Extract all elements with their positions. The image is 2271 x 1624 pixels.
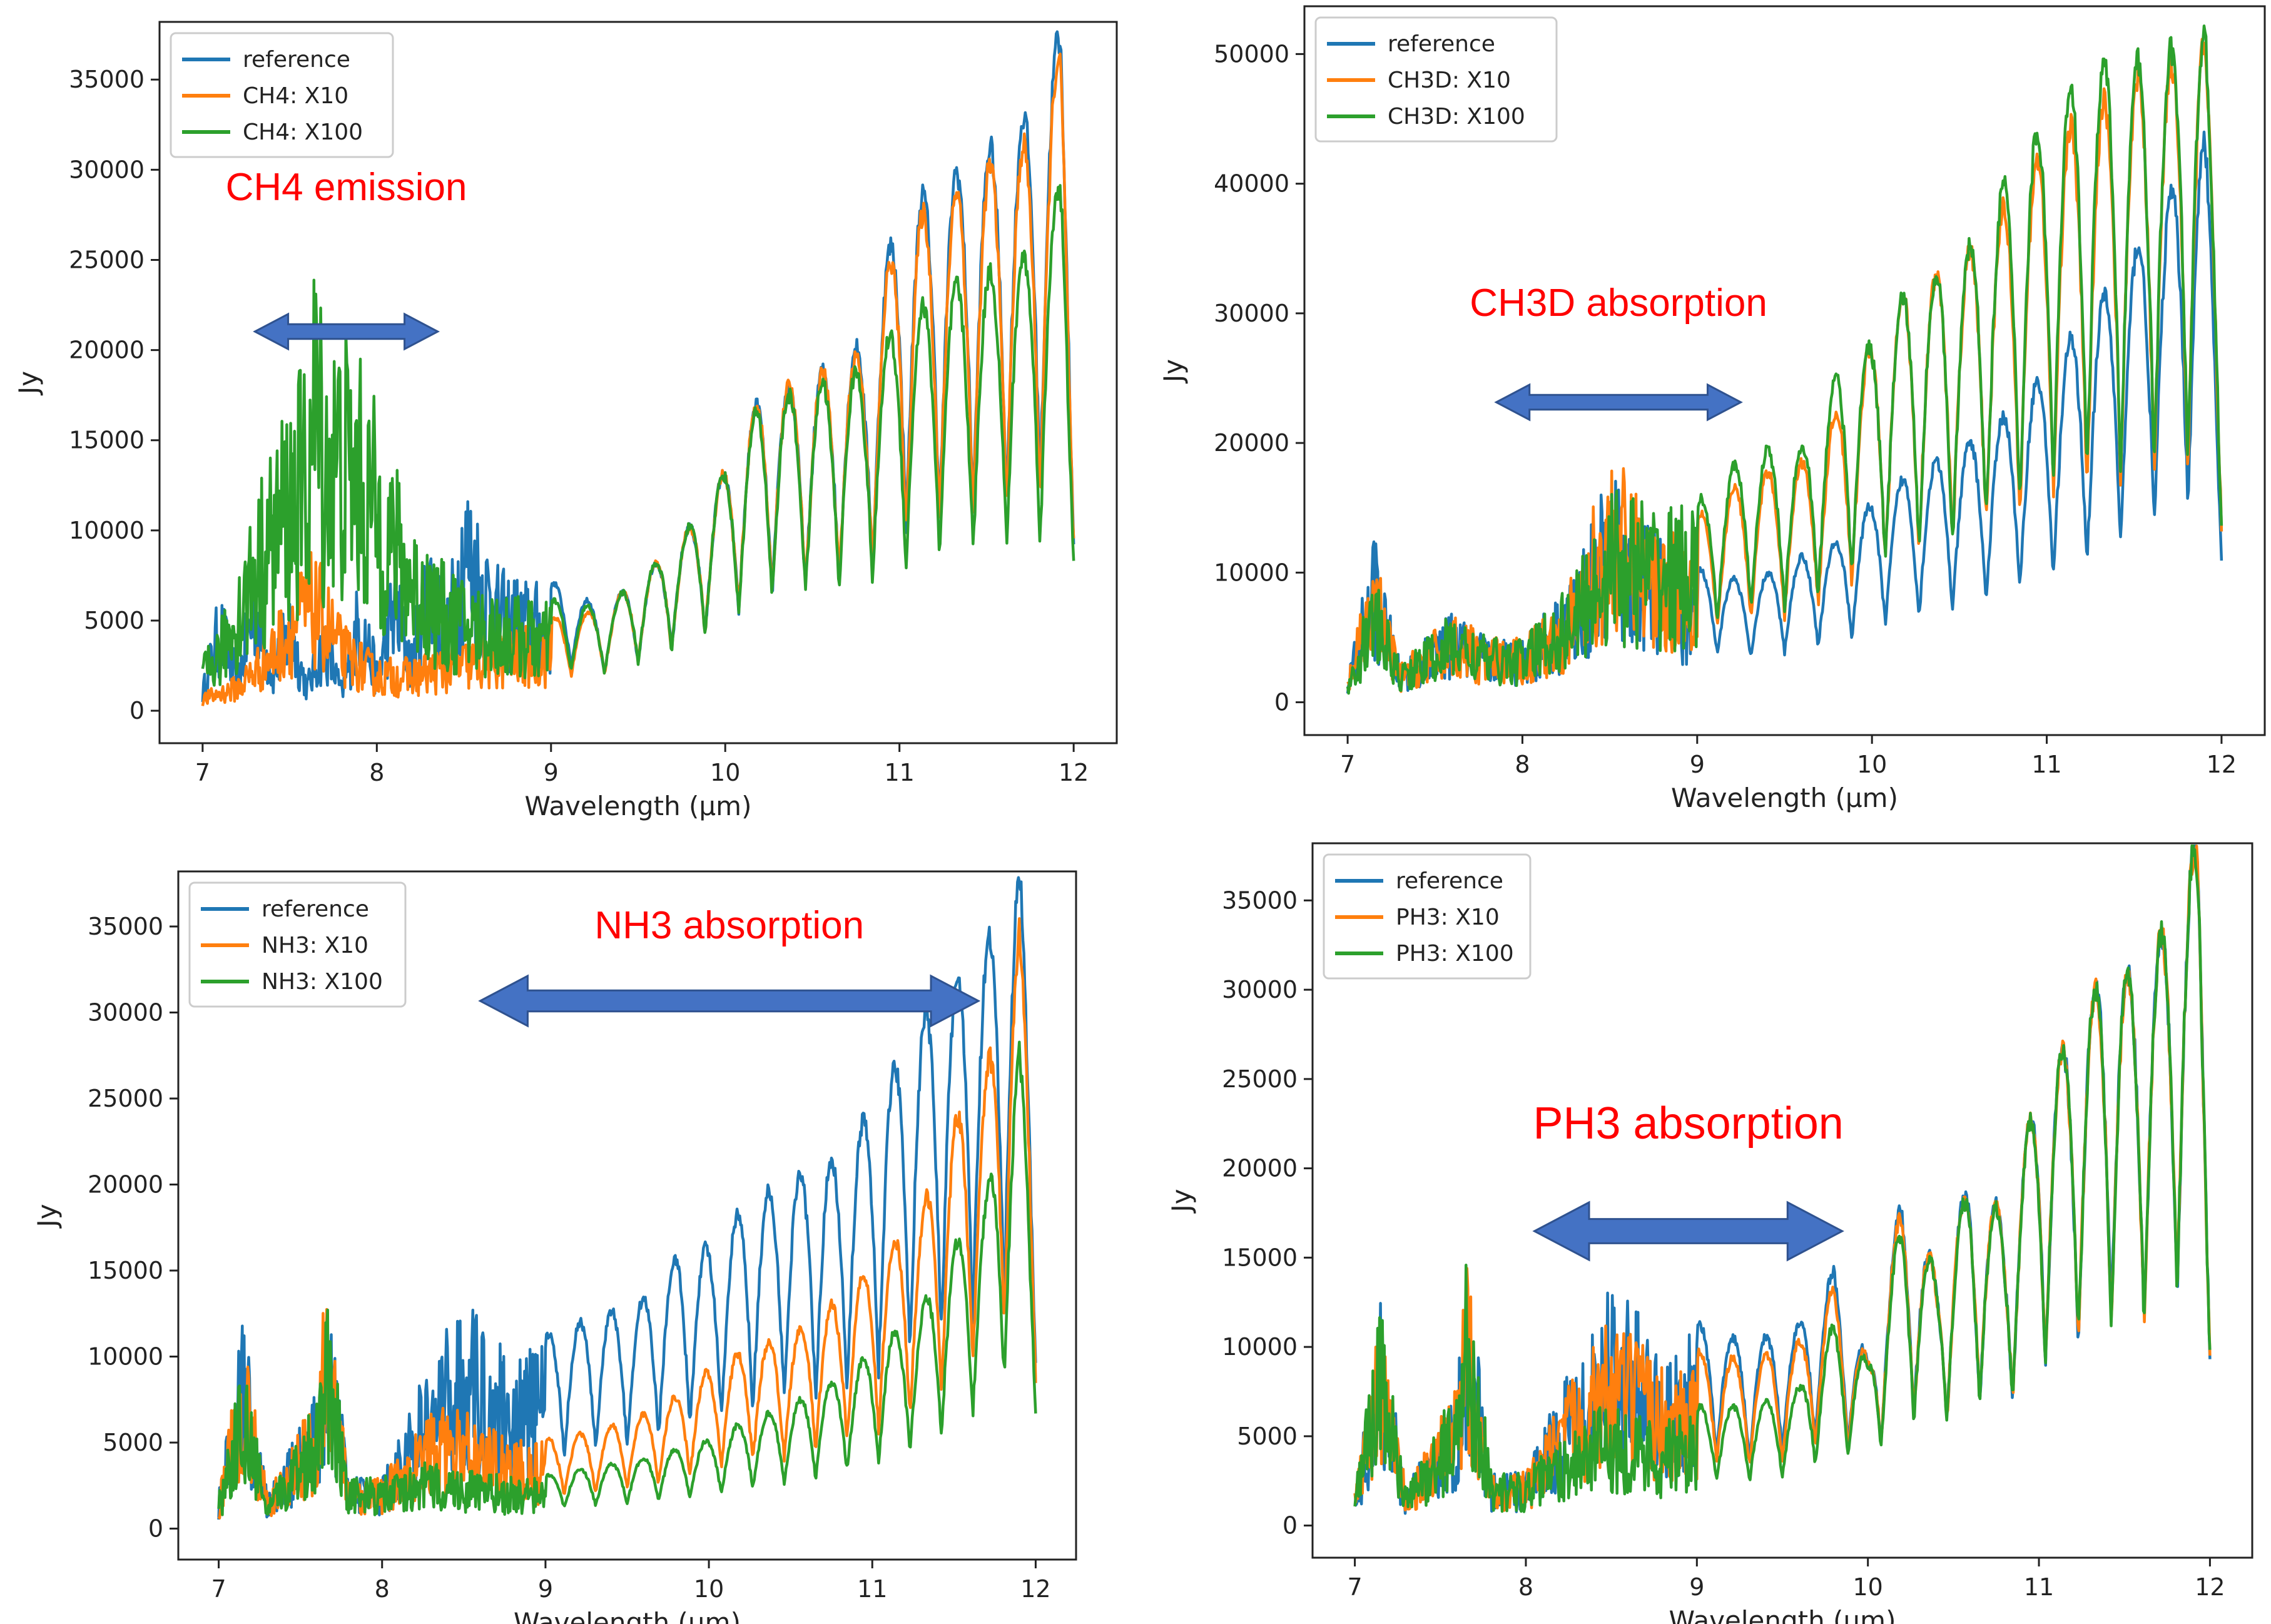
x-tick-label: 12 <box>2207 751 2237 778</box>
x-tick-label: 12 <box>1020 1575 1050 1603</box>
panel-ph3-absorption: 7 8 9 10 11 12 0 5000 10000 15000 20000 25000 30000 3… <box>1166 842 2253 1624</box>
legend-entry: reference <box>1396 868 1503 894</box>
y-tick-label: 10000 <box>1214 559 1289 586</box>
annotation-double-arrow <box>478 974 981 1028</box>
y-tick-label: 20000 <box>1222 1155 1298 1182</box>
x-tick-label: 10 <box>694 1575 724 1603</box>
y-tick-label: 30000 <box>1214 300 1289 327</box>
legend-entry: PH3: X100 <box>1396 941 1514 967</box>
annotation-label: PH3 absorption <box>1533 1099 1843 1149</box>
x-tick-label: 8 <box>369 759 384 786</box>
y-tick-label: 30000 <box>88 999 163 1027</box>
y-axis-label: Jy <box>1158 359 1189 384</box>
y-tick-label: 40000 <box>1214 170 1289 198</box>
x-tick-label: 11 <box>2031 751 2061 778</box>
legend-entry: CH4: X100 <box>243 119 363 145</box>
legend-box <box>1314 16 1558 143</box>
annotation-label: CH4 emission <box>226 166 467 209</box>
x-tick-label: 9 <box>544 759 559 786</box>
y-tick-label: 35000 <box>69 66 145 93</box>
y-tick-label: 30000 <box>1222 976 1298 1003</box>
x-tick-label: 12 <box>2195 1573 2225 1601</box>
y-tick-label: 15000 <box>88 1257 163 1284</box>
x-tick-label: 12 <box>1059 759 1089 786</box>
y-tick-label: 25000 <box>88 1085 163 1112</box>
legend-box <box>170 32 394 158</box>
y-axis-label: Jy <box>32 1204 63 1229</box>
x-axis-label: Wavelength (μm) <box>514 1607 741 1624</box>
y-tick-label: 20000 <box>1214 429 1289 457</box>
y-tick-label: 25000 <box>69 246 145 273</box>
y-tick-label: 5000 <box>84 607 145 634</box>
annotation-double-arrow <box>1532 1200 1844 1262</box>
y-tick-label: 10000 <box>1222 1333 1298 1361</box>
y-tick-label: 15000 <box>1222 1244 1298 1271</box>
x-tick-label: 8 <box>1518 1573 1533 1601</box>
legend-entry: PH3: X10 <box>1396 905 1500 930</box>
x-tick-label: 7 <box>1347 1573 1362 1601</box>
legend-entry: CH4: X10 <box>243 83 348 109</box>
panel-ch3d-absorption: 7 8 9 10 11 12 0 10000 20000 30000 40000 50000 Wavel… <box>1158 5 2266 813</box>
y-tick-label: 20000 <box>69 337 145 364</box>
legend-entry: NH3: X100 <box>262 969 383 995</box>
y-tick-label: 30000 <box>69 156 145 183</box>
series-line-ch3d-x100 <box>1346 24 2223 695</box>
x-tick-label: 7 <box>1340 751 1355 778</box>
x-tick-label: 10 <box>1853 1573 1883 1601</box>
x-tick-label: 9 <box>538 1575 553 1603</box>
y-tick-label: 0 <box>148 1515 163 1543</box>
annotation-label: NH3 absorption <box>594 904 864 947</box>
legend-entry: reference <box>1388 31 1495 57</box>
x-tick-label: 7 <box>195 759 210 786</box>
series-line-ph3-x100 <box>1353 845 2212 1513</box>
y-tick-label: 35000 <box>1222 886 1298 914</box>
x-tick-label: 9 <box>1690 751 1705 778</box>
panel-ch4-emission: 7 8 9 10 11 12 0 5000 10000 15000 20000 25000 30000 3… <box>13 21 1118 821</box>
legend-entry: reference <box>243 47 350 73</box>
legend-entry: CH3D: X10 <box>1388 68 1511 93</box>
x-axis-label: Wavelength (μm) <box>1671 783 1898 813</box>
y-tick-label: 0 <box>130 697 145 724</box>
legend-box <box>1323 853 1532 980</box>
legend-entry: CH3D: X100 <box>1388 104 1525 129</box>
x-tick-label: 10 <box>710 759 740 786</box>
y-tick-label: 5000 <box>103 1429 163 1456</box>
x-tick-label: 8 <box>375 1575 390 1603</box>
y-tick-label: 0 <box>1283 1512 1298 1540</box>
x-axis-label: Wavelength (μm) <box>525 791 752 821</box>
annotation-double-arrow <box>253 312 440 351</box>
x-tick-label: 8 <box>1515 751 1530 778</box>
y-axis-label: Jy <box>13 371 44 396</box>
y-tick-label: 35000 <box>88 913 163 940</box>
y-tick-label: 5000 <box>1237 1423 1298 1450</box>
series-line-ch3d-x10 <box>1346 38 2223 693</box>
series-line-ch4-x100 <box>201 184 1075 687</box>
y-tick-label: 50000 <box>1214 40 1289 68</box>
x-tick-label: 11 <box>885 759 915 786</box>
x-tick-label: 11 <box>2024 1573 2054 1601</box>
y-axis-label: Jy <box>1166 1189 1197 1214</box>
legend-box <box>188 881 407 1008</box>
x-tick-label: 9 <box>1689 1573 1704 1601</box>
x-tick-label: 11 <box>857 1575 887 1603</box>
y-tick-label: 10000 <box>69 517 145 544</box>
y-tick-label: 10000 <box>88 1343 163 1371</box>
series-line-nh3-x100 <box>217 1040 1037 1516</box>
annotation-label: CH3D absorption <box>1470 282 1767 325</box>
x-tick-label: 10 <box>1857 751 1887 778</box>
y-tick-label: 25000 <box>1222 1065 1298 1093</box>
legend-entry: reference <box>262 896 369 922</box>
y-tick-label: 20000 <box>88 1171 163 1199</box>
x-tick-label: 7 <box>211 1575 226 1603</box>
annotation-double-arrow <box>1494 383 1743 422</box>
legend-entry: NH3: X10 <box>262 933 368 958</box>
y-tick-label: 15000 <box>69 427 145 454</box>
x-axis-label: Wavelength (μm) <box>1669 1605 1896 1624</box>
y-tick-label: 0 <box>1274 689 1289 716</box>
panel-nh3-absorption: 7 8 9 10 11 12 0 5000 10000 15000 20000 25000 30000 3… <box>32 870 1077 1624</box>
